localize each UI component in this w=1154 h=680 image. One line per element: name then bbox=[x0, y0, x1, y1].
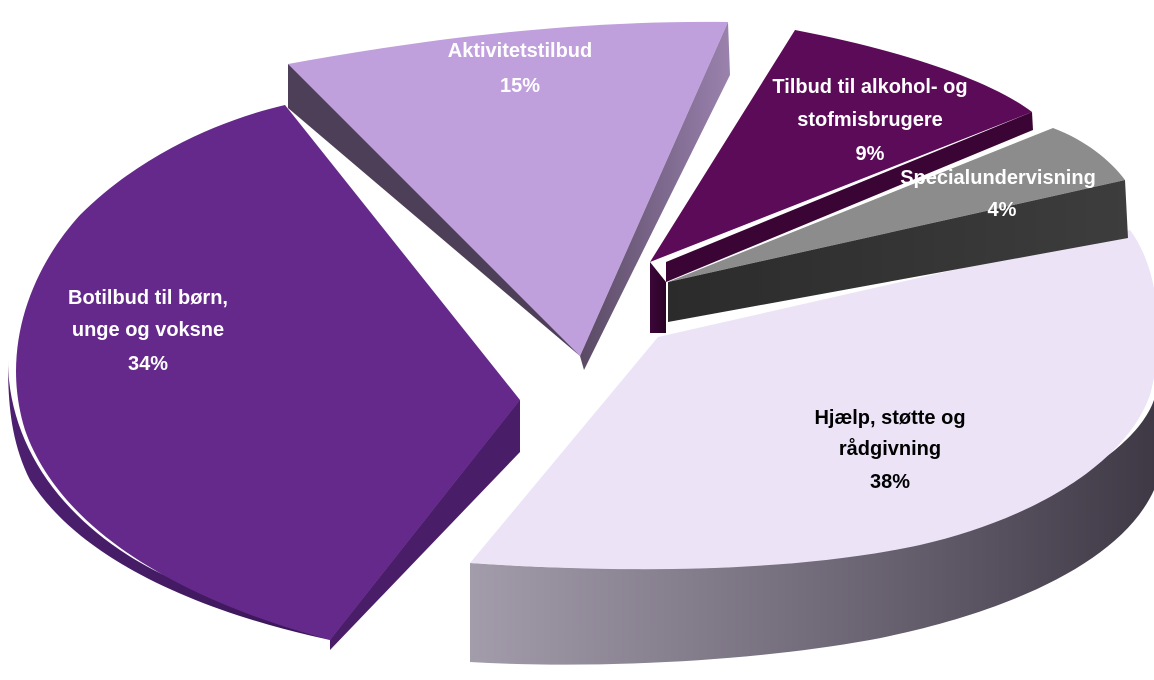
slice-side bbox=[470, 400, 1154, 665]
slice-right-wall bbox=[580, 22, 730, 370]
label-specialundervisning-percent: 4% bbox=[988, 199, 1017, 221]
slice-hjaelp-stoette-raadgivning bbox=[470, 230, 1154, 665]
slice-top bbox=[668, 128, 1125, 282]
slice-top bbox=[470, 230, 1154, 570]
slice-specialundervisning bbox=[668, 128, 1128, 322]
label-botilbud-percent: 34% bbox=[128, 353, 168, 375]
label-hjaelp-line1: Hjælp, støtte og bbox=[814, 407, 965, 429]
slice-alkohol-stofmisbrugere bbox=[650, 30, 1033, 333]
slice-botilbud bbox=[8, 105, 521, 650]
slice-side-outer bbox=[666, 112, 1033, 282]
label-botilbud-line2: unge og voksne bbox=[72, 319, 224, 341]
slice-side bbox=[668, 180, 1128, 322]
label-hjaelp-percent: 38% bbox=[870, 471, 910, 493]
label-botilbud-line1: Botilbud til børn, bbox=[68, 287, 228, 309]
label-alkohol-line2: stofmisbrugere bbox=[797, 109, 943, 131]
slice-top bbox=[288, 21, 728, 356]
label-specialundervisning-line1: Specialundervisning bbox=[900, 167, 1096, 189]
label-aktivitetstilbud-percent: 15% bbox=[500, 75, 540, 97]
slice-top bbox=[16, 105, 521, 640]
slice-side-inner bbox=[330, 400, 520, 650]
slice-side bbox=[650, 262, 666, 333]
slice-top bbox=[650, 30, 1032, 262]
label-aktivitetstilbud-line1: Aktivitetstilbud bbox=[448, 40, 592, 62]
slice-aktivitetstilbud bbox=[288, 21, 730, 370]
label-hjaelp-line2: rådgivning bbox=[839, 437, 941, 460]
label-alkohol-line1: Tilbud til alkohol- og bbox=[772, 76, 967, 98]
label-alkohol-percent: 9% bbox=[856, 143, 885, 165]
